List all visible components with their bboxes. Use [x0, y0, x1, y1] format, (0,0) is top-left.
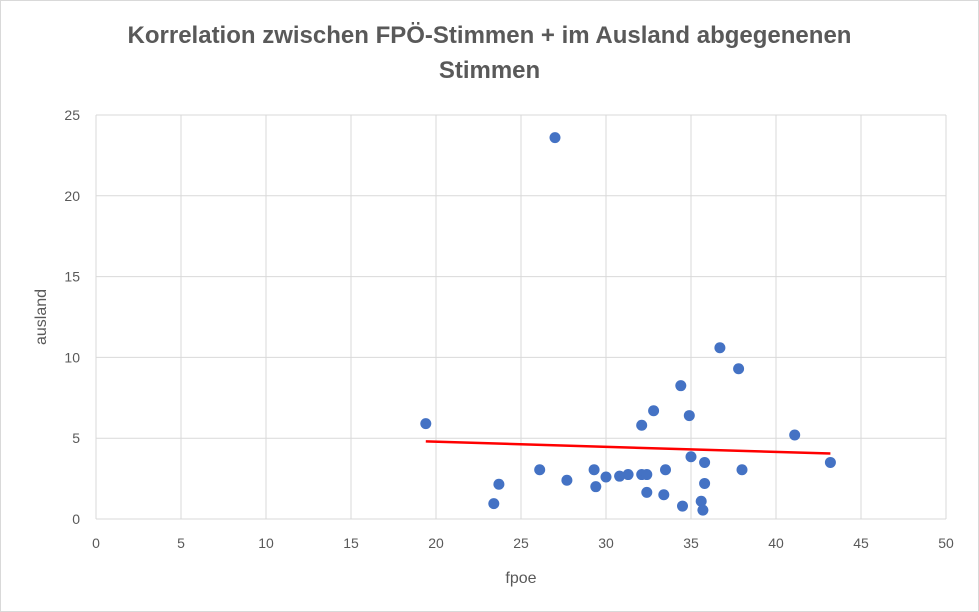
x-tick-label: 20	[428, 535, 444, 551]
data-point	[648, 405, 660, 417]
data-point	[824, 456, 836, 468]
y-axis-title: ausland	[33, 289, 50, 345]
y-tick-label: 20	[64, 188, 80, 204]
data-point	[685, 451, 697, 463]
data-point	[714, 342, 726, 354]
data-point	[534, 464, 546, 476]
x-tick-label: 40	[768, 535, 784, 551]
gridlines	[95, 114, 947, 520]
data-point	[736, 464, 748, 476]
data-point	[733, 363, 745, 375]
x-tick-labels: 0 5 10 15 20 25 30 35 40 45 50	[92, 535, 954, 551]
data-point	[789, 429, 801, 441]
data-point	[695, 495, 707, 507]
x-tick-label: 15	[343, 535, 359, 551]
x-tick-label: 25	[513, 535, 529, 551]
x-tick-label: 50	[938, 535, 954, 551]
data-point	[600, 471, 612, 483]
x-tick-label: 10	[258, 535, 274, 551]
data-point	[641, 486, 653, 498]
trendline-layer	[425, 440, 831, 455]
data-point	[636, 419, 648, 431]
chart-title: Korrelation zwischen FPÖ-Stimmen + im Au…	[0, 18, 979, 88]
data-point	[493, 478, 505, 490]
data-point	[549, 132, 561, 144]
data-point	[590, 481, 602, 493]
chart-title-line-1: Korrelation zwischen FPÖ-Stimmen + im Au…	[127, 22, 852, 49]
data-point	[420, 418, 432, 430]
x-axis-title: fpoe	[505, 570, 536, 587]
data-point	[697, 504, 709, 516]
data-point	[561, 474, 573, 486]
data-point	[683, 410, 695, 422]
x-tick-label: 30	[598, 535, 614, 551]
data-point	[675, 380, 687, 392]
chart-title-line-2: Stimmen	[438, 57, 541, 84]
data-point	[488, 498, 500, 510]
trendline	[425, 440, 831, 455]
x-tick-label: 0	[92, 535, 100, 551]
data-point	[658, 489, 670, 501]
x-tick-label: 5	[177, 535, 185, 551]
data-point	[641, 469, 653, 481]
data-point	[677, 500, 688, 512]
x-tick-label: 35	[683, 535, 699, 551]
y-tick-label: 10	[64, 349, 80, 365]
data-point	[588, 464, 600, 476]
data-point	[699, 477, 711, 489]
data-point	[622, 469, 634, 481]
y-tick-label: 0	[72, 511, 80, 527]
data-point	[699, 456, 711, 468]
y-tick-label: 5	[72, 430, 80, 446]
data-point	[660, 464, 671, 476]
y-tick-label: 25	[64, 107, 80, 123]
y-tick-labels: 0 5 10 15 20 25	[64, 107, 80, 527]
x-tick-label: 45	[853, 535, 869, 551]
y-tick-label: 15	[64, 269, 80, 285]
data-point	[614, 470, 626, 482]
data-points	[420, 132, 836, 516]
